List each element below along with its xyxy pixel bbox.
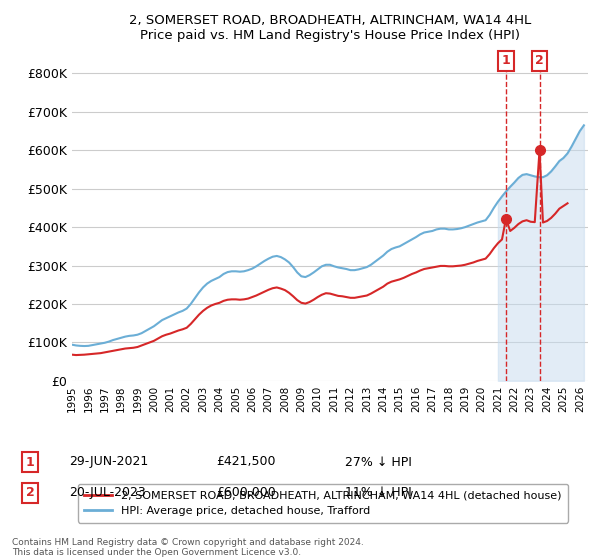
Text: 29-JUN-2021: 29-JUN-2021 bbox=[69, 455, 148, 469]
Text: 11% ↓ HPI: 11% ↓ HPI bbox=[345, 486, 412, 500]
Title: 2, SOMERSET ROAD, BROADHEATH, ALTRINCHAM, WA14 4HL
Price paid vs. HM Land Regist: 2, SOMERSET ROAD, BROADHEATH, ALTRINCHAM… bbox=[129, 15, 531, 43]
Text: 20-JUL-2023: 20-JUL-2023 bbox=[69, 486, 146, 500]
Text: 1: 1 bbox=[26, 455, 34, 469]
Text: 1: 1 bbox=[502, 54, 511, 67]
Text: £600,000: £600,000 bbox=[216, 486, 276, 500]
Text: Contains HM Land Registry data © Crown copyright and database right 2024.
This d: Contains HM Land Registry data © Crown c… bbox=[12, 538, 364, 557]
Legend: 2, SOMERSET ROAD, BROADHEATH, ALTRINCHAM, WA14 4HL (detached house), HPI: Averag: 2, SOMERSET ROAD, BROADHEATH, ALTRINCHAM… bbox=[77, 484, 568, 522]
Text: 2: 2 bbox=[26, 486, 34, 500]
Text: £421,500: £421,500 bbox=[216, 455, 275, 469]
Text: 27% ↓ HPI: 27% ↓ HPI bbox=[345, 455, 412, 469]
Text: 2: 2 bbox=[535, 54, 544, 67]
